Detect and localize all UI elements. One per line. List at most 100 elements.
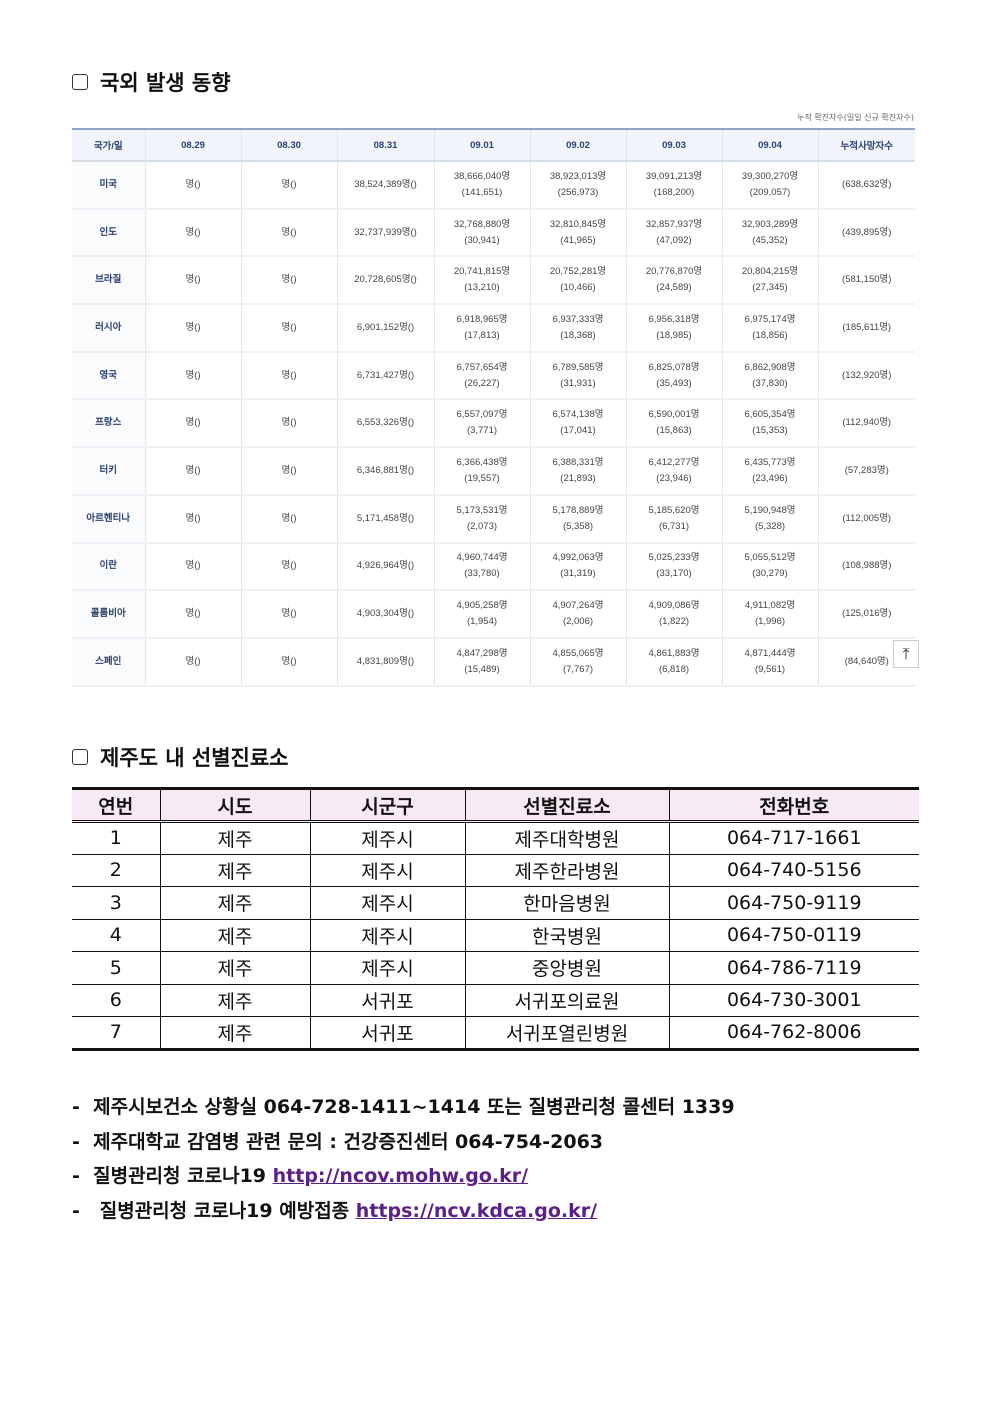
value-cell: 20,741,815명 (13,210) [434,256,531,306]
table-row: 콜롬비아 명() 명() 4,903,304명() 4,905,258명 (1,954)… [72,590,915,639]
value-cell: 명() [145,494,242,544]
cell: 제주 [160,821,311,855]
value-cell: 4,855,065명 (7,767) [530,637,627,687]
value-cell: 6,346,881명() [337,447,435,496]
table-row: 이란 명() 명() 4,926,964명() 4,960,744명 (33,780) 4… [72,542,915,592]
value-cell: (112,940명) [818,399,915,449]
value-cell: 명() [145,161,242,210]
value-cell: (112,005명) [818,494,915,544]
link[interactable]: http://ncov.mohw.go.kr/ [272,1165,529,1187]
value-cell: 32,903,289명 (45,352) [722,208,819,258]
value-cell: 20,752,281명 (10,466) [530,256,627,306]
table-row: 영국 명() 명() 6,731,427명() 6,757,654명 (26,227) 6… [72,351,915,401]
table-row: 미국 명() 명() 38,524,389명() 38,666,040명 (141,65… [72,161,915,210]
value-cell: 32,768,880명 (30,941) [434,208,531,258]
value-cell: 20,804,215명 (27,345) [722,256,819,306]
value-cell: (581,150명) [818,256,915,306]
cell: 064-750-0119 [669,919,919,952]
cell: 1 [72,821,161,855]
scroll-top-button[interactable]: ⤒ [893,640,919,668]
country-cell: 콜롬비아 [72,590,146,639]
value-cell: 명() [241,542,338,592]
value-cell: 명() [241,161,338,210]
column-header: 09.04 [722,128,819,162]
value-cell: 명() [145,542,242,592]
section1-title: 국외 발생 동향 [72,67,231,97]
cell: 한마음병원 [465,886,670,920]
column-header: 전화번호 [669,787,919,823]
column-header: 09.01 [434,128,531,162]
value-cell: 5,171,458명() [337,494,435,544]
cell: 제주대학병원 [465,821,670,855]
table-row: 인도 명() 명() 32,737,939명() 32,768,880명 (30,941… [72,208,915,258]
country-cell: 브라질 [72,256,146,306]
cell: 제주 [160,984,311,1017]
cell: 서귀포의료원 [465,984,670,1017]
section2-title: 제주도 내 선별진료소 [72,742,289,772]
value-cell: 6,435,773명 (23,496) [722,447,819,496]
value-cell: 명() [145,590,242,639]
screening-clinics-table: 연번 시도 시군구 선별진료소 전화번호 1 제주 제주시 제주대학병원 064-717-1661… [72,787,919,1051]
value-cell: 명() [145,447,242,496]
value-cell: 6,937,333명 (18,368) [530,304,627,353]
value-cell: 6,789,585명 (31,931) [530,351,627,401]
value-cell: 6,825,078명 (35,493) [626,351,723,401]
country-cell: 러시아 [72,304,146,353]
cell: 제주시 [310,821,466,855]
country-cell: 인도 [72,208,146,258]
link[interactable]: https://ncv.kdca.go.kr/ [355,1199,598,1222]
column-header: 시도 [160,787,311,823]
value-cell: 4,905,258명 (1,954) [434,590,531,639]
checkbox-icon [72,74,88,90]
column-header: 08.31 [337,128,435,162]
cell: 제주 [160,951,311,985]
value-cell: (57,283명) [818,447,915,496]
contact-notes: - 제주시보건소 상황실 064-728-1411~1414 또는 질병관리청 … [72,1090,735,1228]
column-header: 연번 [72,787,161,823]
column-header: 08.30 [241,128,338,162]
table-row: 7 제주 서귀포 서귀포열린병원 064-762-8006 [72,1016,919,1051]
table-row: 5 제주 제주시 중앙병원 064-786-7119 [72,951,919,985]
note-text: - 질병관리청 코로나19 예방접종 [72,1199,356,1222]
value-cell: 6,574,138명 (17,041) [530,399,627,449]
value-cell: 6,731,427명() [337,351,435,401]
cell: 제주 [160,919,311,952]
value-cell: 4,831,809명() [337,637,435,687]
value-cell: 38,666,040명 (141,651) [434,161,531,210]
value-cell: 명() [241,351,338,401]
cell: 한국병원 [465,919,670,952]
value-cell: (439,895명) [818,208,915,258]
overseas-cases-table: 국가/일 08.29 08.30 08.31 09.01 09.02 09.03 09.04 누… [72,128,915,687]
table-row: 브라질 명() 명() 20,728,605명() 20,741,815명 (13,21… [72,256,915,306]
table-row: 1 제주 제주시 제주대학병원 064-717-1661 [72,821,919,855]
value-cell: 명() [241,637,338,687]
value-cell: 6,918,965명 (17,813) [434,304,531,353]
country-cell: 미국 [72,161,146,210]
cell: 제주시 [310,886,466,920]
column-header: 국가/일 [72,128,146,162]
cell: 064-786-7119 [669,951,919,985]
value-cell: 명() [145,399,242,449]
country-cell: 아르헨티나 [72,494,146,544]
value-cell: 32,810,845명 (41,965) [530,208,627,258]
cell: 제주 [160,1016,311,1051]
column-header: 09.02 [530,128,627,162]
cell: 064-730-3001 [669,984,919,1017]
value-cell: 명() [145,208,242,258]
checkbox-icon [72,749,88,765]
value-cell: 명() [241,399,338,449]
value-cell: 6,862,908명 (37,830) [722,351,819,401]
value-cell: 명() [241,304,338,353]
cell: 2 [72,854,161,887]
value-cell: 32,737,939명() [337,208,435,258]
value-cell: 명() [241,256,338,306]
note-line: - 제주시보건소 상황실 064-728-1411~1414 또는 질병관리청 … [72,1090,735,1125]
table-row: 아르헨티나 명() 명() 5,171,458명() 5,173,531명 (2,073… [72,494,915,544]
value-cell: 39,300,270명 (209,057) [722,161,819,210]
cell: 제주시 [310,854,466,887]
value-cell: 4,960,744명 (33,780) [434,542,531,592]
value-cell: 6,557,097명 (3,771) [434,399,531,449]
note-line: - 질병관리청 코로나19 http://ncov.mohw.go.kr/ [72,1159,735,1194]
note-line: - 제주대학교 감염병 관련 문의 : 건강증진센터 064-754-2063 [72,1125,735,1160]
note-text: - 질병관리청 코로나19 [72,1165,273,1187]
